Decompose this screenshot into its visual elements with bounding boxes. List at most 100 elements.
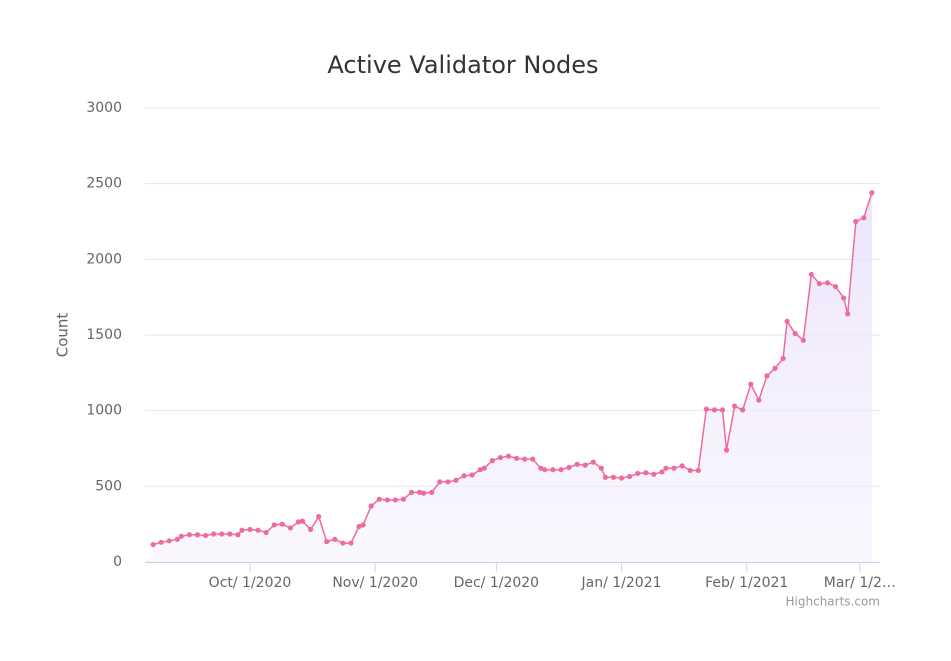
point [356, 523, 362, 530]
point [671, 465, 677, 471]
point [477, 467, 483, 473]
y-tick-label: 500 [95, 478, 122, 494]
point [384, 497, 390, 503]
point [255, 527, 261, 533]
point [348, 540, 354, 546]
point [408, 489, 415, 495]
point [748, 381, 754, 387]
point [429, 489, 435, 495]
point [166, 538, 172, 544]
point [530, 456, 536, 462]
point [566, 464, 572, 471]
point [307, 526, 314, 533]
point [421, 490, 427, 496]
point [784, 318, 790, 324]
point [461, 473, 467, 479]
x-tick-label: Feb/ 1/2021 [705, 575, 788, 591]
point [316, 514, 322, 520]
point [186, 532, 193, 538]
point [202, 532, 209, 539]
point [332, 536, 338, 542]
point [538, 465, 544, 471]
x-tick-label: Nov/ 1/2020 [332, 575, 418, 591]
point [590, 459, 596, 465]
y-tick-label: 1000 [86, 403, 122, 419]
point [235, 532, 241, 538]
point [663, 465, 669, 471]
point [740, 407, 746, 413]
point [287, 525, 293, 531]
point [417, 489, 423, 495]
point [542, 467, 548, 473]
point [376, 496, 382, 502]
point [695, 467, 701, 474]
point [719, 407, 726, 413]
point [174, 536, 180, 542]
point [679, 463, 685, 469]
point [772, 365, 778, 371]
x-tick-label: Oct/ 1/2020 [209, 575, 292, 591]
point [723, 447, 730, 453]
point [824, 280, 831, 286]
point [841, 295, 847, 301]
point [808, 271, 814, 278]
point [469, 472, 475, 478]
point [247, 526, 253, 533]
y-tick-label: 0 [113, 554, 122, 570]
point [764, 373, 770, 379]
point [158, 539, 164, 545]
point [861, 215, 867, 221]
point [800, 337, 806, 343]
point [522, 456, 528, 462]
point [780, 355, 786, 362]
point [618, 475, 625, 481]
x-tick-label: Jan/ 1/2021 [581, 575, 662, 591]
credits[interactable]: Highcharts.com [786, 595, 880, 609]
point [489, 458, 495, 464]
point [271, 522, 277, 528]
point [732, 403, 738, 409]
point [869, 190, 875, 196]
point [574, 461, 580, 467]
point [598, 465, 604, 471]
y-axis-label: Count [54, 313, 72, 358]
point [239, 527, 245, 533]
point [627, 473, 633, 480]
point [219, 531, 225, 537]
x-tick-label: Mar/ 1/2… [824, 575, 896, 591]
point [602, 474, 608, 480]
point [832, 283, 839, 290]
point [497, 454, 503, 461]
point [340, 540, 346, 546]
point [845, 311, 851, 317]
point [279, 521, 285, 527]
point [299, 518, 306, 524]
area-fill [153, 192, 872, 562]
point [643, 470, 649, 476]
chart-title: Active Validator Nodes [327, 51, 598, 79]
point [816, 280, 823, 287]
point [635, 470, 641, 477]
point [756, 397, 762, 403]
point [505, 453, 512, 459]
point [481, 465, 487, 471]
y-tick-label: 2500 [86, 176, 122, 192]
point [400, 496, 407, 502]
point [513, 455, 520, 461]
point [659, 469, 665, 475]
point [227, 531, 233, 537]
point [853, 218, 859, 225]
point [582, 462, 588, 468]
point [550, 467, 556, 473]
point [360, 522, 366, 528]
point [703, 406, 709, 412]
y-tick-label: 3000 [86, 100, 122, 116]
point [610, 474, 617, 480]
point [711, 407, 718, 413]
point [194, 532, 201, 538]
point [687, 467, 693, 474]
point [651, 471, 657, 477]
point [445, 479, 451, 485]
point [211, 531, 217, 537]
